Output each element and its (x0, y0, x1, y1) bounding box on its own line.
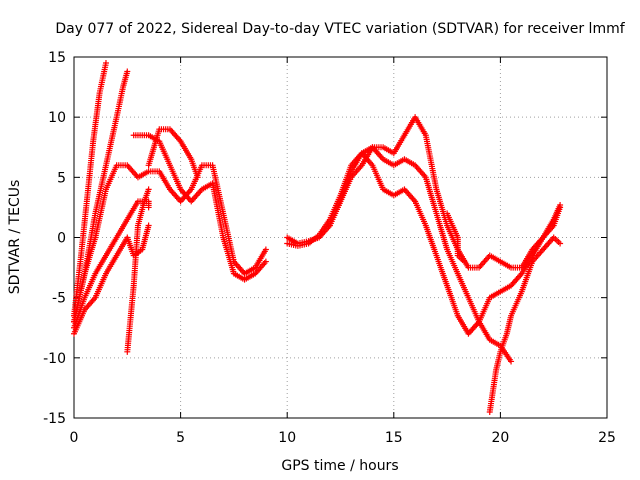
y-tick-label: 10 (48, 110, 66, 126)
x-tick-label: 0 (70, 430, 79, 446)
x-tick-label: 15 (385, 430, 403, 446)
y-tick-label: -5 (52, 291, 66, 307)
data-point-marker (194, 174, 201, 181)
series-track-5 (71, 222, 152, 337)
data-point-marker (461, 258, 468, 265)
series-track-6 (124, 186, 152, 355)
series-track-7 (130, 132, 269, 283)
data-point-marker (262, 246, 269, 253)
series-track-8 (145, 126, 201, 181)
data-point-marker (124, 68, 131, 75)
y-tick-label: -10 (43, 351, 66, 367)
x-axis-label: GPS time / hours (281, 458, 398, 474)
x-tick-label: 5 (176, 430, 185, 446)
data-point-marker (145, 222, 152, 229)
y-tick-label: 0 (57, 231, 66, 247)
data-point-marker (145, 204, 152, 211)
x-tick-label: 10 (278, 430, 296, 446)
x-tick-label: 25 (598, 430, 616, 446)
data-point-marker (508, 358, 515, 365)
series-track-11 (326, 150, 564, 337)
data-point-marker (102, 60, 109, 67)
grid-layer (74, 57, 607, 418)
series-track-3 (71, 162, 269, 325)
y-tick-label: 5 (57, 170, 66, 186)
y-tick-label: -15 (43, 411, 66, 427)
data-point-marker (262, 258, 269, 265)
data-point-marker (557, 202, 564, 209)
tick-layer: 0 5 10 15 20 25 -15 -10 -5 0 5 10 15 (43, 50, 616, 446)
series-track-13 (486, 234, 564, 415)
series-track-12 (444, 210, 468, 265)
series-track-9 (284, 114, 564, 271)
chart-title: Day 077 of 2022, Sidereal Day-to-day VTE… (55, 21, 625, 37)
plot-frame (73, 56, 608, 419)
series-track-1 (71, 60, 109, 319)
y-axis-label: SDTVAR / TECUs (7, 180, 23, 295)
data-point-marker (557, 240, 564, 247)
y-tick-label: 15 (48, 50, 66, 66)
x-tick-label: 20 (491, 430, 509, 446)
data-point-marker (145, 186, 152, 193)
series-layer (71, 60, 564, 415)
